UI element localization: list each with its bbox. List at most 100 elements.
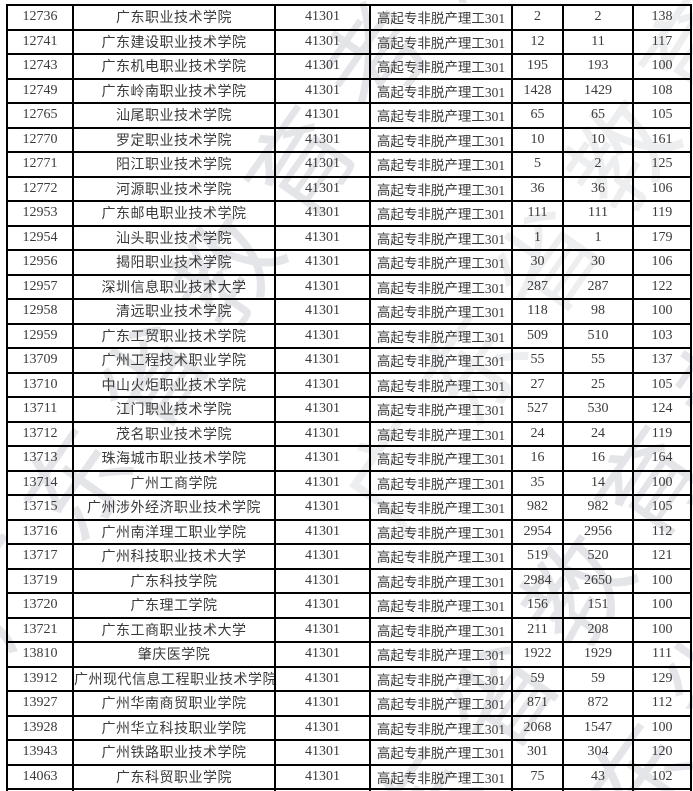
cell-school-code: 13912 [6, 665, 74, 692]
cell-category: 高起专非脱产理工301 [369, 494, 513, 521]
cell-count-2: 1547 [562, 714, 634, 741]
cell-score: 161 [632, 126, 692, 153]
cell-school-code: 13721 [6, 616, 74, 643]
cell-category: 高起专非脱产理工301 [369, 28, 513, 55]
cell-major-code: 41301 [274, 665, 371, 692]
cell-major-code: 41301 [274, 102, 371, 129]
table-row: 12736 广东职业技术学院 41301 高起专非脱产理工301 2 2 138 [6, 4, 692, 31]
cell-count-2: 304 [562, 739, 634, 766]
cell-school-name: 广州科技职业技术大学 [72, 543, 276, 570]
cell-school-code: 12957 [6, 273, 74, 300]
cell-category: 高起专非脱产理工301 [369, 396, 513, 423]
cell-major-code: 41301 [274, 298, 371, 325]
cell-count-2: 98 [562, 298, 634, 325]
cell-school-code: 12772 [6, 175, 74, 202]
cell-count-1: 59 [511, 665, 564, 692]
cell-score: 119 [632, 200, 692, 227]
cell-count-1: 509 [511, 322, 564, 349]
cell-school-name: 广东科技学院 [72, 567, 276, 594]
cell-category: 高起专非脱产理工301 [369, 322, 513, 349]
cell-count-2: 14 [562, 469, 634, 496]
table-row: 13719 广东科技学院 41301 高起专非脱产理工301 2984 2650 100 [6, 567, 692, 594]
cell-count-1: 5 [511, 151, 564, 178]
cell-school-code: 13710 [6, 371, 74, 398]
cell-school-code: 13720 [6, 592, 74, 619]
cell-school-code: 13715 [6, 494, 74, 521]
cell-score: 100 [632, 469, 692, 496]
cell-school-name: 广州铁路职业技术学院 [72, 739, 276, 766]
cell-school-code: 13943 [6, 739, 74, 766]
table-row: 12772 河源职业技术学院 41301 高起专非脱产理工301 36 36 106 [6, 175, 692, 202]
cell-count-1: 36 [511, 175, 564, 202]
cell-score: 102 [632, 763, 692, 790]
cell-count-2: 982 [562, 494, 634, 521]
cell-school-name: 广州工商学院 [72, 469, 276, 496]
cell-count-2: 16 [562, 445, 634, 472]
table-row: 13715 广州涉外经济职业技术学院 41301 高起专非脱产理工301 982 982 1… [6, 494, 692, 521]
table-row: 13711 江门职业技术学院 41301 高起专非脱产理工301 527 530 124 [6, 396, 692, 423]
cell-count-2: 25 [562, 371, 634, 398]
cell-score: 179 [632, 224, 692, 251]
cell-count-1: 65 [511, 102, 564, 129]
cell-major-code: 41301 [274, 371, 371, 398]
cell-school-code: 13712 [6, 420, 74, 447]
cell-major-code: 41301 [274, 322, 371, 349]
table-row-partial [6, 788, 692, 791]
table-row: 12954 汕头职业技术学院 41301 高起专非脱产理工301 1 1 179 [6, 224, 692, 251]
cell-score: 108 [632, 77, 692, 104]
table-row: 12957 深圳信息职业技术大学 41301 高起专非脱产理工301 287 287 122 [6, 273, 692, 300]
cell-school-name: 清远职业技术学院 [72, 298, 276, 325]
table-row: 13720 广东理工学院 41301 高起专非脱产理工301 156 151 100 [6, 592, 692, 619]
cell-count-1: 1922 [511, 641, 564, 668]
table-row: 12958 清远职业技术学院 41301 高起专非脱产理工301 118 98 100 [6, 298, 692, 325]
cell-score: 138 [632, 4, 692, 31]
cell-major-code: 41301 [274, 53, 371, 80]
cell-score: 112 [632, 690, 692, 717]
cell-school-code: 13713 [6, 445, 74, 472]
cell-count-1: 2068 [511, 714, 564, 741]
cell-count-1: 2 [511, 4, 564, 31]
cell-school-code: 12954 [6, 224, 74, 251]
table-row: 12765 汕尾职业技术学院 41301 高起专非脱产理工301 65 65 105 [6, 102, 692, 129]
cell-school-name: 珠海城市职业技术学院 [72, 445, 276, 472]
table-row: 13714 广州工商学院 41301 高起专非脱产理工301 35 14 100 [6, 469, 692, 496]
cell-count-2: 30 [562, 249, 634, 276]
cell-school-code: 13719 [6, 567, 74, 594]
cell-school-code: 12741 [6, 28, 74, 55]
cell-major-code: 41301 [274, 641, 371, 668]
cell-count-2: 520 [562, 543, 634, 570]
cell-major-code: 41301 [274, 445, 371, 472]
cell-count-2: 111 [562, 200, 634, 227]
cell-category: 高起专非脱产理工301 [369, 567, 513, 594]
cell-category: 高起专非脱产理工301 [369, 273, 513, 300]
table-row: 12959 广东工贸职业技术学院 41301 高起专非脱产理工301 509 510 103 [6, 322, 692, 349]
cell-count-1: 118 [511, 298, 564, 325]
cell-school-name: 揭阳职业技术学院 [72, 249, 276, 276]
cell-count-1: 24 [511, 420, 564, 447]
table-row: 12749 广东岭南职业技术学院 41301 高起专非脱产理工301 1428 1429 1… [6, 77, 692, 104]
cell-category: 高起专非脱产理工301 [369, 665, 513, 692]
cell-major-code: 41301 [274, 77, 371, 104]
cell-category: 高起专非脱产理工301 [369, 224, 513, 251]
cell-school-code: 13927 [6, 690, 74, 717]
cell-category: 高起专非脱产理工301 [369, 126, 513, 153]
cell-school-name: 广东理工学院 [72, 592, 276, 619]
cell-school-name: 广东科贸职业学院 [72, 763, 276, 790]
cell-count-1: 156 [511, 592, 564, 619]
cell-count-1: 27 [511, 371, 564, 398]
cell-school-name: 广州工程技术职业学院 [72, 347, 276, 374]
table-row: 13912 广州现代信息工程职业技术学院 41301 高起专非脱产理工301 59 59 1… [6, 665, 692, 692]
table-body: 12736 广东职业技术学院 41301 高起专非脱产理工301 2 2 138 12741 广… [6, 4, 692, 791]
cell-count-1: 2954 [511, 518, 564, 545]
cell-school-code: 12743 [6, 53, 74, 80]
cell-school-name: 罗定职业技术学院 [72, 126, 276, 153]
cell-count-1: 871 [511, 690, 564, 717]
cell-category: 高起专非脱产理工301 [369, 53, 513, 80]
cell-school-name: 广州现代信息工程职业技术学院 [72, 665, 276, 692]
cell-count-2: 1929 [562, 641, 634, 668]
cell-school-code: 13810 [6, 641, 74, 668]
cell-count-2: 510 [562, 322, 634, 349]
cell-major-code: 41301 [274, 494, 371, 521]
cell-major-code: 41301 [274, 420, 371, 447]
cell-school-code: 12956 [6, 249, 74, 276]
